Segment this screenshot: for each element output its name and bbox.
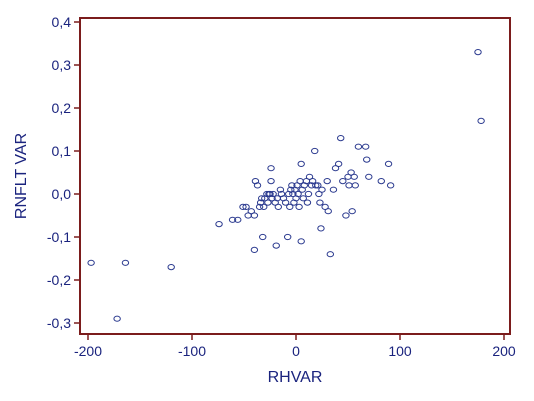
data-point — [228, 216, 237, 223]
data-point — [342, 212, 350, 219]
data-point — [215, 221, 223, 228]
data-point — [255, 203, 264, 210]
y-tick-label: 0,0 — [52, 186, 72, 202]
data-point — [326, 251, 335, 258]
data-point — [323, 178, 331, 185]
data-point — [297, 238, 305, 245]
data-point — [274, 203, 283, 210]
data-point — [294, 190, 302, 198]
data-point — [113, 315, 121, 322]
data-point — [316, 199, 324, 206]
data-point — [318, 186, 326, 193]
data-points — [87, 49, 485, 322]
data-point — [281, 199, 290, 206]
data-point — [354, 143, 363, 150]
data-point — [365, 173, 373, 180]
data-point — [242, 203, 250, 210]
x-axis-title: RHVAR — [268, 369, 323, 386]
data-point — [311, 147, 319, 155]
data-point — [257, 195, 266, 202]
data-point — [384, 160, 393, 167]
data-point — [299, 195, 307, 202]
data-point — [304, 190, 313, 198]
data-point — [267, 178, 275, 185]
data-point — [167, 264, 175, 271]
data-point — [250, 212, 259, 219]
data-point — [361, 143, 370, 150]
x-tick-label: 200 — [492, 343, 516, 359]
data-point — [386, 182, 395, 189]
data-point — [351, 182, 359, 189]
data-point — [350, 173, 358, 180]
data-point — [324, 208, 332, 215]
data-point — [267, 165, 275, 172]
y-tick-label: 0,3 — [52, 57, 72, 73]
data-point — [253, 182, 262, 189]
y-tick-label: -0,3 — [47, 315, 71, 331]
x-tick-label: -100 — [178, 343, 206, 359]
data-point — [121, 259, 130, 266]
data-point — [363, 156, 371, 163]
data-point — [264, 199, 272, 206]
y-tick-label: -0,2 — [47, 272, 71, 288]
data-point — [329, 186, 338, 193]
data-point — [303, 199, 312, 206]
data-point — [269, 190, 277, 198]
data-point — [260, 203, 268, 210]
y-tick-label: -0,1 — [47, 229, 71, 245]
data-point — [297, 160, 305, 167]
y-tick-label: 0,1 — [52, 143, 72, 159]
x-tick-label: -200 — [74, 343, 102, 359]
data-point — [348, 208, 356, 215]
data-point — [276, 186, 285, 193]
data-point — [250, 246, 259, 253]
data-point — [259, 233, 267, 241]
data-point — [239, 203, 247, 210]
data-point — [477, 117, 485, 125]
y-tick-label: 0,4 — [52, 14, 72, 30]
data-point — [314, 182, 322, 189]
data-point — [345, 182, 353, 189]
data-point — [337, 135, 345, 142]
plot-frame — [79, 17, 511, 335]
data-point — [87, 259, 95, 266]
data-point — [317, 225, 325, 232]
data-point — [286, 203, 294, 210]
data-point — [474, 49, 482, 56]
y-axis-ticks: -0,3 -0,2 -0,1 0,0 0,1 0,2 0,3 0,4 — [47, 14, 80, 331]
data-point — [339, 178, 347, 185]
x-tick-label: 100 — [388, 343, 412, 359]
data-point — [234, 216, 242, 223]
data-point — [295, 203, 303, 210]
data-point — [283, 233, 292, 241]
data-point — [377, 178, 385, 185]
x-axis-ticks: -200 -100 0 100 200 — [74, 334, 516, 359]
y-tick-label: 0,2 — [52, 100, 72, 116]
x-tick-label: 0 — [292, 343, 300, 359]
data-point — [272, 242, 280, 249]
data-point — [334, 160, 343, 167]
y-axis-title: RNFLT VAR — [13, 133, 30, 219]
